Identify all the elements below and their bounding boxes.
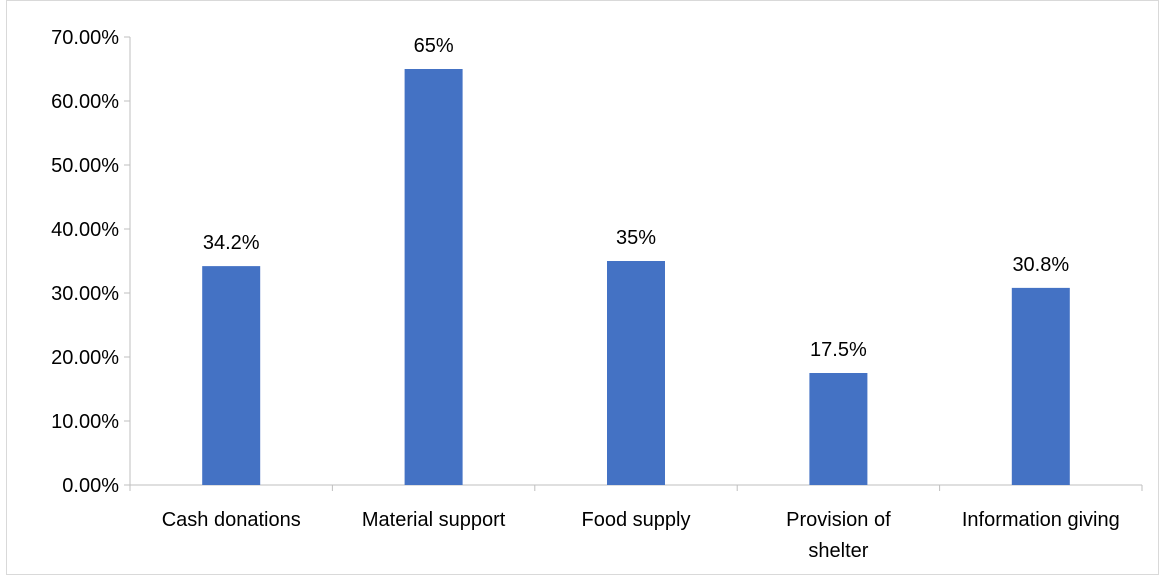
y-tick-label: 0.00% (62, 475, 119, 497)
x-category-label: Food supply (582, 509, 691, 531)
y-tick-label: 50.00% (51, 155, 119, 177)
chart-frame (6, 0, 1159, 575)
y-tick-label: 30.00% (51, 283, 119, 305)
y-tick-label: 40.00% (51, 219, 119, 241)
bar (809, 373, 868, 485)
data-label: 17.5% (810, 339, 867, 361)
y-tick-label: 60.00% (51, 91, 119, 113)
data-label: 30.8% (1012, 254, 1069, 276)
bar (404, 69, 463, 485)
bar (202, 266, 261, 485)
y-tick-label: 10.00% (51, 411, 119, 433)
data-label: 34.2% (203, 232, 260, 254)
data-label: 65% (414, 35, 454, 57)
bar (607, 261, 665, 485)
y-tick-label: 20.00% (51, 347, 119, 369)
y-tick-label: 70.00% (51, 27, 119, 49)
x-category-label: Provision of (786, 509, 891, 531)
x-category-label: Material support (362, 509, 506, 531)
x-category-label: Cash donations (162, 509, 301, 531)
bar (1011, 287, 1070, 485)
x-category-label: shelter (808, 540, 868, 562)
data-label: 35% (616, 227, 656, 249)
x-category-label: Information giving (962, 509, 1120, 531)
